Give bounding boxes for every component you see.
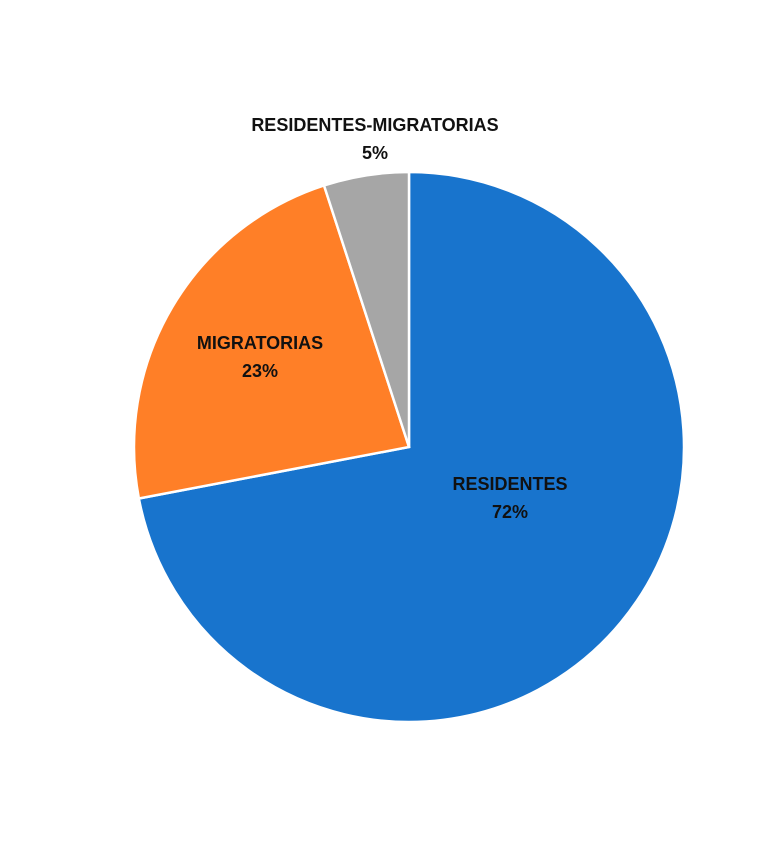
slice-category-label: RESIDENTES-MIGRATORIAS xyxy=(251,115,498,135)
slices-layer xyxy=(132,170,686,724)
labels-layer: RESIDENTES 72% MIGRATORIAS 23% RESIDENTES-MI… xyxy=(197,115,568,522)
slice-percent-label: 23% xyxy=(242,361,278,381)
pie-slice-residentes xyxy=(137,170,686,724)
data-label-migratorias: MIGRATORIAS 23% xyxy=(197,333,323,381)
slice-percent-label: 72% xyxy=(492,502,528,522)
slice-category-label: MIGRATORIAS xyxy=(197,333,323,353)
slice-percent-label: 5% xyxy=(362,143,388,163)
data-label-residentes-migratorias: RESIDENTES-MIGRATORIAS 5% xyxy=(251,115,498,163)
slice-category-label: RESIDENTES xyxy=(452,474,567,494)
pie-slice-migratorias xyxy=(132,183,411,500)
pie-slice-residentes-migratorias xyxy=(322,170,411,448)
data-label-residentes: RESIDENTES 72% xyxy=(452,474,567,522)
